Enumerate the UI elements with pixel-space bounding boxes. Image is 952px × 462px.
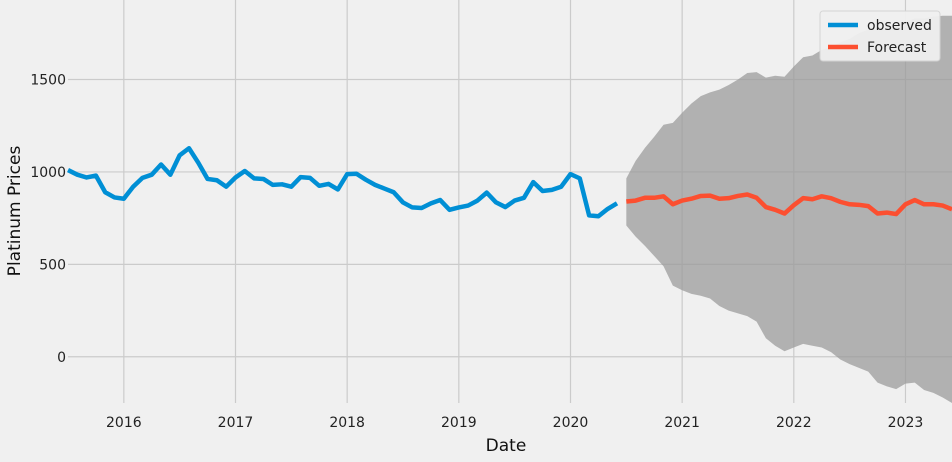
x-tick-label: 2018 — [329, 415, 365, 431]
series-layer — [66, 146, 952, 219]
series-line-observed — [66, 146, 619, 219]
y-axis-label: Platinum Prices — [5, 146, 25, 277]
y-tick-label: 500 — [39, 257, 66, 273]
x-tick-label: 2023 — [888, 415, 924, 431]
x-tick-label: 2019 — [441, 415, 477, 431]
legend-label-forecast: Forecast — [867, 40, 927, 56]
y-axis-ticks: 0 500 1000 1500 — [30, 72, 66, 365]
legend: observed Forecast — [819, 10, 941, 62]
x-tick-label: 2017 — [218, 415, 254, 431]
y-tick-label: 0 — [57, 350, 66, 366]
x-tick-label: 2016 — [106, 415, 142, 431]
legend-label-observed: observed — [867, 18, 932, 34]
x-axis-label: Date — [486, 436, 527, 456]
x-tick-label: 2021 — [664, 415, 700, 431]
y-tick-label: 1500 — [30, 72, 66, 88]
x-axis-ticks: 2016 2017 2018 2019 2020 2021 2022 2023 — [106, 415, 923, 431]
series-line-forecast — [626, 192, 952, 217]
y-tick-label: 1000 — [30, 165, 66, 181]
x-tick-label: 2022 — [776, 415, 812, 431]
x-tick-label: 2020 — [553, 415, 589, 431]
